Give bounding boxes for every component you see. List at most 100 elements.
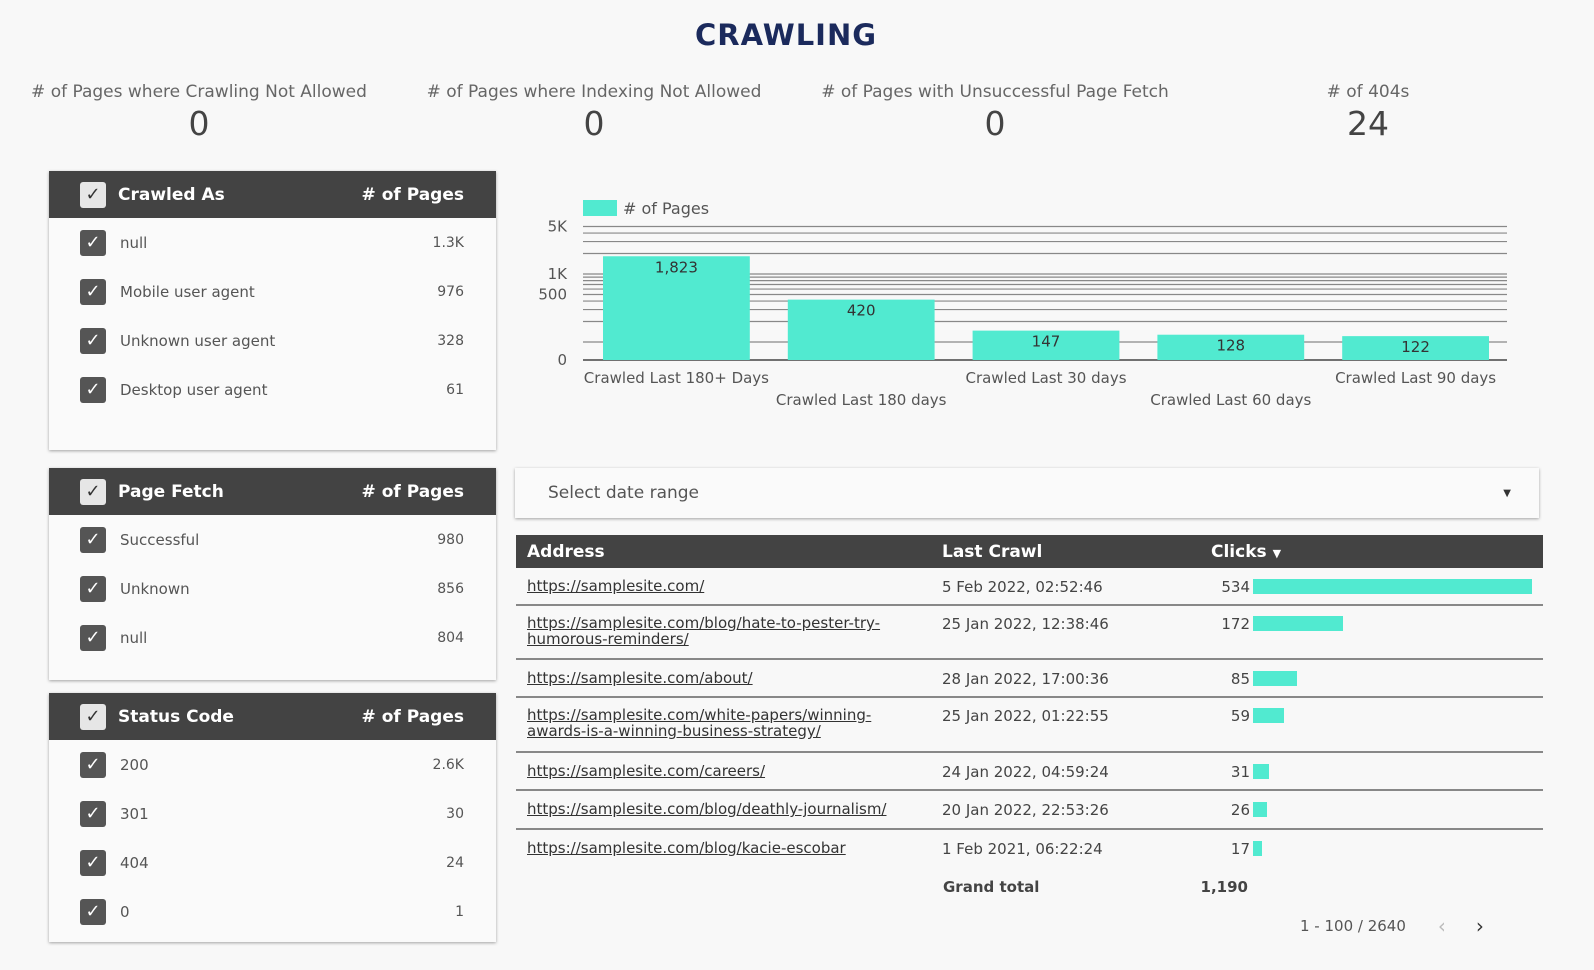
x-tick-label: Crawled Last 180+ Days <box>584 369 769 387</box>
bar[interactable] <box>1157 334 1305 360</box>
last-crawl-value: 25 Jan 2022, 01:22:55 <box>942 707 1109 725</box>
last-crawl-value: 20 Jan 2022, 22:53:26 <box>942 801 1109 819</box>
crawled-as-filter: ✓ Crawled As # of Pages ✓ null 1.3K ✓ Mo… <box>49 171 496 450</box>
checkbox-checked-icon[interactable]: ✓ <box>80 229 106 256</box>
select-all-checkbox[interactable]: ✓ <box>80 703 106 730</box>
filter-option[interactable]: ✓ null 1.3K <box>49 218 496 267</box>
select-all-checkbox[interactable]: ✓ <box>80 181 106 208</box>
grand-total-label: Grand total <box>943 878 1040 896</box>
bar[interactable] <box>787 299 935 360</box>
address-link[interactable]: https://samplesite.com/about/ <box>527 669 753 687</box>
scorecard-value: 0 <box>188 104 210 143</box>
select-all-checkbox[interactable]: ✓ <box>80 478 106 505</box>
table-row: https://samplesite.com/white-papers/winn… <box>516 698 1543 753</box>
table-row: https://samplesite.com/blog/deathly-jour… <box>516 791 1543 830</box>
column-clicks[interactable]: Clicks ▼ <box>1211 542 1281 562</box>
filter-option-label: 404 <box>120 853 149 872</box>
address-link[interactable]: https://samplesite.com/ <box>527 577 705 595</box>
filter-option[interactable]: ✓ Unknown 856 <box>49 564 496 613</box>
y-tick-label: 500 <box>538 285 567 303</box>
filter-option[interactable]: ✓ 0 1 <box>49 887 496 936</box>
x-tick-label: Crawled Last 180 days <box>776 391 947 409</box>
scorecard-404s: # of 404s 24 <box>1178 82 1558 143</box>
panel-metric: # of Pages <box>361 481 464 502</box>
clicks-value: 534 <box>1221 578 1250 596</box>
filter-option[interactable]: ✓ 404 24 <box>49 838 496 887</box>
scorecard-label: # of Pages where Indexing Not Allowed <box>426 82 762 102</box>
filter-option[interactable]: ✓ 301 30 <box>49 789 496 838</box>
y-tick-label: 5K <box>548 217 569 235</box>
filter-option[interactable]: ✓ Unknown user agent 328 <box>49 316 496 365</box>
last-crawl-value: 25 Jan 2022, 12:38:46 <box>942 615 1109 633</box>
data-label: 420 <box>847 302 876 320</box>
filter-option[interactable]: ✓ null 804 <box>49 613 496 662</box>
filter-option[interactable]: ✓ 200 2.6K <box>49 740 496 789</box>
checkbox-checked-icon[interactable]: ✓ <box>80 376 106 403</box>
checkbox-checked-icon[interactable]: ✓ <box>80 526 106 553</box>
table-row: https://samplesite.com/careers/ 24 Jan 2… <box>516 753 1543 791</box>
page-title: CRAWLING <box>694 18 878 52</box>
checkbox-checked-icon[interactable]: ✓ <box>80 849 106 876</box>
filter-option[interactable]: ✓ Desktop user agent 61 <box>49 365 496 414</box>
checkbox-checked-icon[interactable]: ✓ <box>80 800 106 827</box>
checkbox-checked-icon[interactable]: ✓ <box>80 898 106 925</box>
checkbox-checked-icon[interactable]: ✓ <box>80 751 106 778</box>
clicks-value: 59 <box>1230 707 1250 725</box>
clicks-bar <box>1253 616 1343 631</box>
checkbox-checked-icon[interactable]: ✓ <box>80 278 106 305</box>
next-page-icon[interactable]: › <box>1475 914 1484 938</box>
clicks-bar <box>1253 579 1532 594</box>
filter-option-label: 200 <box>120 755 149 774</box>
scorecard-label: # of Pages with Unsuccessful Page Fetch <box>821 82 1169 102</box>
panel-header: ✓ Crawled As # of Pages <box>49 171 496 218</box>
clicks-bar <box>1253 802 1267 817</box>
panel-title: Page Fetch <box>118 481 224 502</box>
filter-option-count: 2.6K <box>432 756 464 773</box>
table-row: https://samplesite.com/blog/kacie-escoba… <box>516 830 1543 868</box>
pagination: 1 - 100 / 2640 ‹ › <box>1300 914 1484 938</box>
address-link[interactable]: https://samplesite.com/blog/hate-to-pest… <box>527 614 881 648</box>
legend-label[interactable]: # of Pages <box>623 199 709 218</box>
bar[interactable] <box>603 256 750 360</box>
address-link[interactable]: https://samplesite.com/white-papers/winn… <box>527 706 872 740</box>
scorecard-label: # of Pages where Crawling Not Allowed <box>31 82 367 102</box>
filter-option-label: 301 <box>120 804 149 823</box>
filter-option-label: null <box>120 628 148 647</box>
bar[interactable] <box>972 330 1120 360</box>
address-link[interactable]: https://samplesite.com/blog/deathly-jour… <box>527 800 887 818</box>
clicks-bar <box>1253 841 1262 856</box>
filter-option[interactable]: ✓ Mobile user agent 976 <box>49 267 496 316</box>
column-address[interactable]: Address <box>527 542 605 562</box>
table-body: https://samplesite.com/ 5 Feb 2022, 02:5… <box>516 568 1543 868</box>
address-link[interactable]: https://samplesite.com/blog/kacie-escoba… <box>527 839 846 857</box>
checkbox-checked-icon[interactable]: ✓ <box>80 624 106 651</box>
filter-option[interactable]: ✓ Successful 980 <box>49 515 496 564</box>
last-crawl-value: 28 Jan 2022, 17:00:36 <box>942 670 1109 688</box>
filter-option-count: 61 <box>446 381 464 398</box>
clicks-bar <box>1253 764 1270 779</box>
prev-page-icon[interactable]: ‹ <box>1437 914 1446 938</box>
date-range-picker[interactable]: Select date range ▼ <box>515 468 1539 518</box>
clicks-bar <box>1253 708 1284 723</box>
panel-title: Status Code <box>118 706 234 727</box>
table-row: https://samplesite.com/blog/hate-to-pest… <box>516 606 1543 660</box>
column-clicks-label: Clicks <box>1211 542 1267 562</box>
data-label: 1,823 <box>655 258 698 276</box>
address-link[interactable]: https://samplesite.com/careers/ <box>527 762 766 780</box>
filter-option-label: Unknown user agent <box>120 331 276 350</box>
column-last-crawl[interactable]: Last Crawl <box>942 542 1043 562</box>
checkbox-checked-icon[interactable]: ✓ <box>80 575 106 602</box>
checkbox-checked-icon[interactable]: ✓ <box>80 327 106 354</box>
filter-option-count: 1 <box>455 903 464 920</box>
scorecard-label: # of 404s <box>1326 82 1410 102</box>
filter-option-count: 24 <box>446 854 464 871</box>
clicks-value: 26 <box>1230 801 1250 819</box>
clicks-bar <box>1253 671 1298 686</box>
pages-table: Address Last Crawl Clicks ▼ https://samp… <box>516 535 1543 868</box>
sort-desc-icon: ▼ <box>1272 547 1282 560</box>
filter-option-label: Successful <box>120 530 200 549</box>
scorecard-value: 24 <box>1347 104 1389 143</box>
filter-option-count: 328 <box>437 332 464 349</box>
bar[interactable] <box>1342 336 1489 360</box>
filter-option-label: 0 <box>120 902 130 921</box>
